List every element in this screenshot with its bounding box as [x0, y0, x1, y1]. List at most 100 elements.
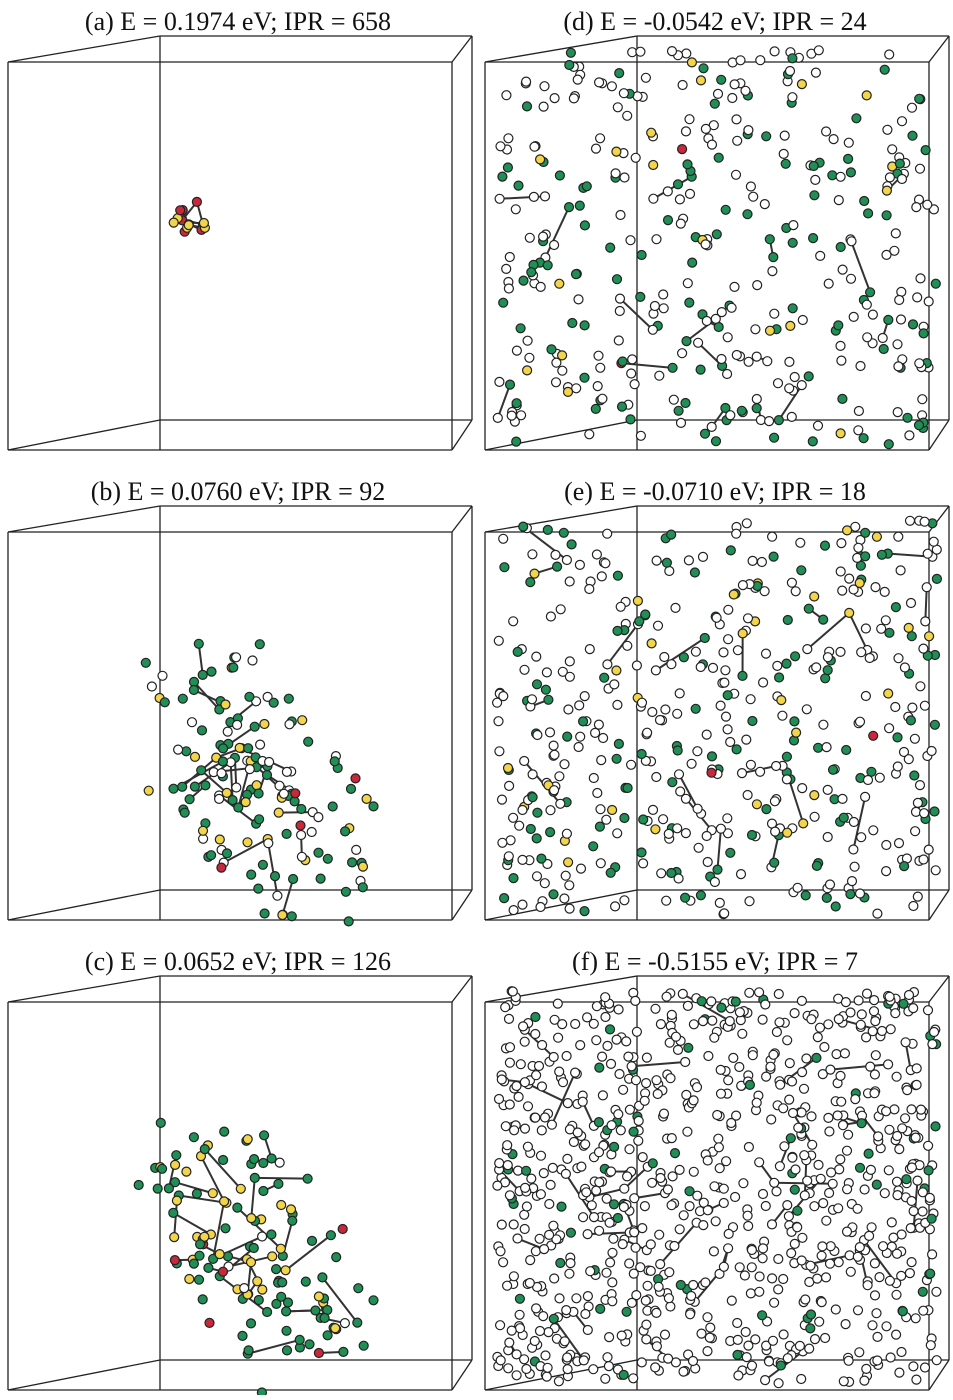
atom — [678, 989, 687, 998]
atom — [512, 1350, 521, 1359]
atom — [719, 648, 728, 657]
atom — [884, 1060, 893, 1069]
atom — [640, 1096, 649, 1105]
atom — [549, 1221, 558, 1230]
atom — [837, 1097, 846, 1106]
atom — [281, 1266, 290, 1275]
atom — [612, 1035, 621, 1044]
atom — [536, 1327, 545, 1336]
atom — [282, 1307, 291, 1316]
atom — [871, 1051, 880, 1060]
atom — [717, 1089, 726, 1098]
atom — [556, 799, 565, 808]
atom — [637, 750, 646, 759]
atom — [663, 187, 672, 196]
atom — [637, 251, 646, 260]
atom — [505, 1014, 514, 1023]
atom — [807, 1015, 816, 1024]
atom — [710, 99, 719, 108]
atom — [894, 654, 903, 663]
atom — [755, 988, 764, 997]
atom — [834, 321, 843, 330]
atom — [782, 659, 791, 668]
atom — [679, 1367, 688, 1376]
atom — [759, 1190, 768, 1199]
panel-title: (a) E = 0.1974 eV; IPR = 658 — [85, 7, 391, 36]
atom — [572, 1294, 581, 1303]
atom — [780, 131, 789, 140]
atom — [509, 874, 518, 883]
atom — [255, 640, 264, 649]
atom — [837, 356, 846, 365]
atom — [358, 883, 367, 892]
atom — [745, 1080, 754, 1089]
atom — [844, 1356, 853, 1365]
atom — [678, 145, 687, 154]
atom — [904, 755, 913, 764]
atom — [185, 795, 194, 804]
atom — [837, 539, 846, 548]
atom — [783, 828, 792, 837]
atom — [160, 698, 169, 707]
atom — [839, 813, 848, 822]
atom — [883, 125, 892, 134]
atom — [618, 1240, 627, 1249]
atom — [610, 680, 619, 689]
atom — [693, 1191, 702, 1200]
atom — [498, 838, 507, 847]
atom — [763, 357, 772, 366]
atom — [505, 1058, 514, 1067]
atom — [834, 1015, 843, 1024]
atom — [829, 765, 838, 774]
atom — [571, 1020, 580, 1029]
atom — [917, 1105, 926, 1114]
atom — [608, 1297, 617, 1306]
atom — [681, 399, 690, 408]
atom — [854, 543, 863, 552]
atom — [854, 426, 863, 435]
atom — [634, 1116, 643, 1125]
atom — [811, 68, 820, 77]
atom — [244, 1346, 253, 1355]
atom — [501, 1122, 510, 1131]
atom — [747, 1246, 756, 1255]
atom — [649, 805, 658, 814]
atom — [723, 814, 732, 823]
atom — [689, 1167, 698, 1176]
atom — [889, 1233, 898, 1242]
atom — [632, 661, 641, 670]
atom — [926, 1269, 935, 1278]
atom — [627, 1062, 636, 1071]
atom — [236, 1184, 245, 1193]
atom — [208, 1189, 217, 1198]
atom — [732, 745, 741, 754]
atom — [518, 806, 527, 815]
atom — [714, 1134, 723, 1143]
atom — [553, 562, 562, 571]
atom — [523, 336, 532, 345]
atom — [197, 766, 206, 775]
atom — [539, 1169, 548, 1178]
atoms — [493, 516, 942, 918]
atom — [862, 91, 871, 100]
atom — [846, 890, 855, 899]
atom — [882, 186, 891, 195]
atom — [589, 774, 598, 783]
atom — [732, 529, 741, 538]
atom — [873, 1332, 882, 1341]
atom — [769, 253, 778, 262]
atom — [703, 1347, 712, 1356]
atom — [318, 1273, 327, 1282]
atom — [793, 1223, 802, 1232]
atom — [730, 282, 739, 291]
atom — [849, 818, 858, 827]
atom — [235, 743, 244, 752]
atom — [882, 841, 891, 850]
atom — [603, 529, 612, 538]
atom — [347, 784, 356, 793]
atom — [913, 798, 922, 807]
atom — [603, 1041, 612, 1050]
atom — [790, 717, 799, 726]
atom — [697, 76, 706, 85]
atom — [864, 209, 873, 218]
